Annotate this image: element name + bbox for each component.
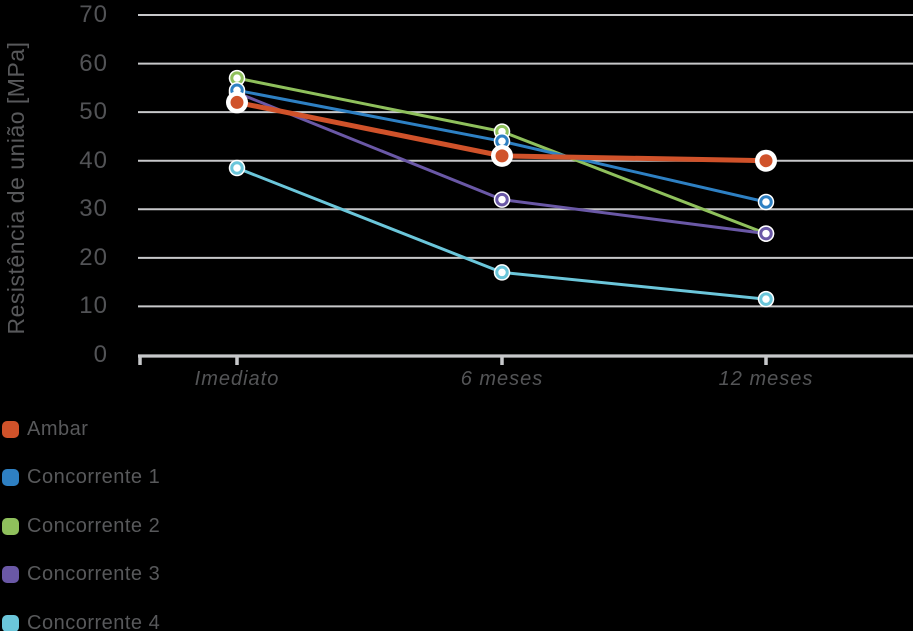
- y-axis-tick-label-20: 20: [79, 243, 108, 271]
- data-point-concorrente-4: [230, 161, 244, 175]
- legend-item-ambar: Ambar: [2, 417, 89, 440]
- legend-label: Concorrente 3: [27, 562, 161, 585]
- legend-swatch-concorrente-4: [2, 614, 19, 631]
- x-axis-label-12-meses: 12 meses: [718, 368, 814, 390]
- data-point-concorrente-2: [230, 71, 244, 85]
- data-point-ambar: [759, 154, 773, 168]
- data-point-concorrente-3: [495, 192, 509, 207]
- y-axis-tick-label-50: 50: [79, 98, 108, 126]
- y-axis-tick-label-70: 70: [79, 1, 108, 28]
- data-point-ambar: [230, 95, 244, 109]
- data-point-ambar: [495, 149, 509, 163]
- y-axis-tick-label-10: 10: [79, 292, 108, 320]
- y-axis-title: Resistência de união [MPa]: [3, 41, 29, 335]
- legend-item-concorrente-2: Concorrente 2: [2, 514, 161, 537]
- legend-label: Concorrente 4: [27, 611, 161, 631]
- legend-label: Concorrente 2: [27, 514, 161, 537]
- y-axis-tick-label-40: 40: [79, 146, 108, 174]
- data-point-concorrente-4: [495, 265, 509, 280]
- legend-swatch-ambar: [2, 420, 19, 438]
- legend-item-concorrente-4: Concorrente 4: [2, 611, 161, 631]
- data-point-concorrente-3: [759, 226, 773, 241]
- y-axis-tick-label-0: 0: [93, 341, 108, 368]
- legend-label: Concorrente 1: [27, 465, 161, 488]
- legend-swatch-concorrente-3: [2, 565, 19, 583]
- y-axis-tick-label-30: 30: [79, 195, 108, 223]
- legend-item-concorrente-3: Concorrente 3: [2, 562, 161, 585]
- line-chart-plot: [138, 14, 913, 365]
- legend-label: Ambar: [27, 417, 89, 440]
- legend-swatch-concorrente-2: [2, 517, 19, 535]
- x-axis-label-6-meses: 6 meses: [460, 368, 544, 390]
- x-axis-label-imediato: Imediato: [194, 368, 280, 390]
- data-point-concorrente-1: [759, 195, 773, 209]
- data-point-concorrente-4: [759, 292, 773, 306]
- y-axis-tick-label-60: 60: [79, 49, 108, 77]
- legend-item-concorrente-1: Concorrente 1: [2, 465, 161, 488]
- legend-swatch-concorrente-1: [2, 468, 19, 486]
